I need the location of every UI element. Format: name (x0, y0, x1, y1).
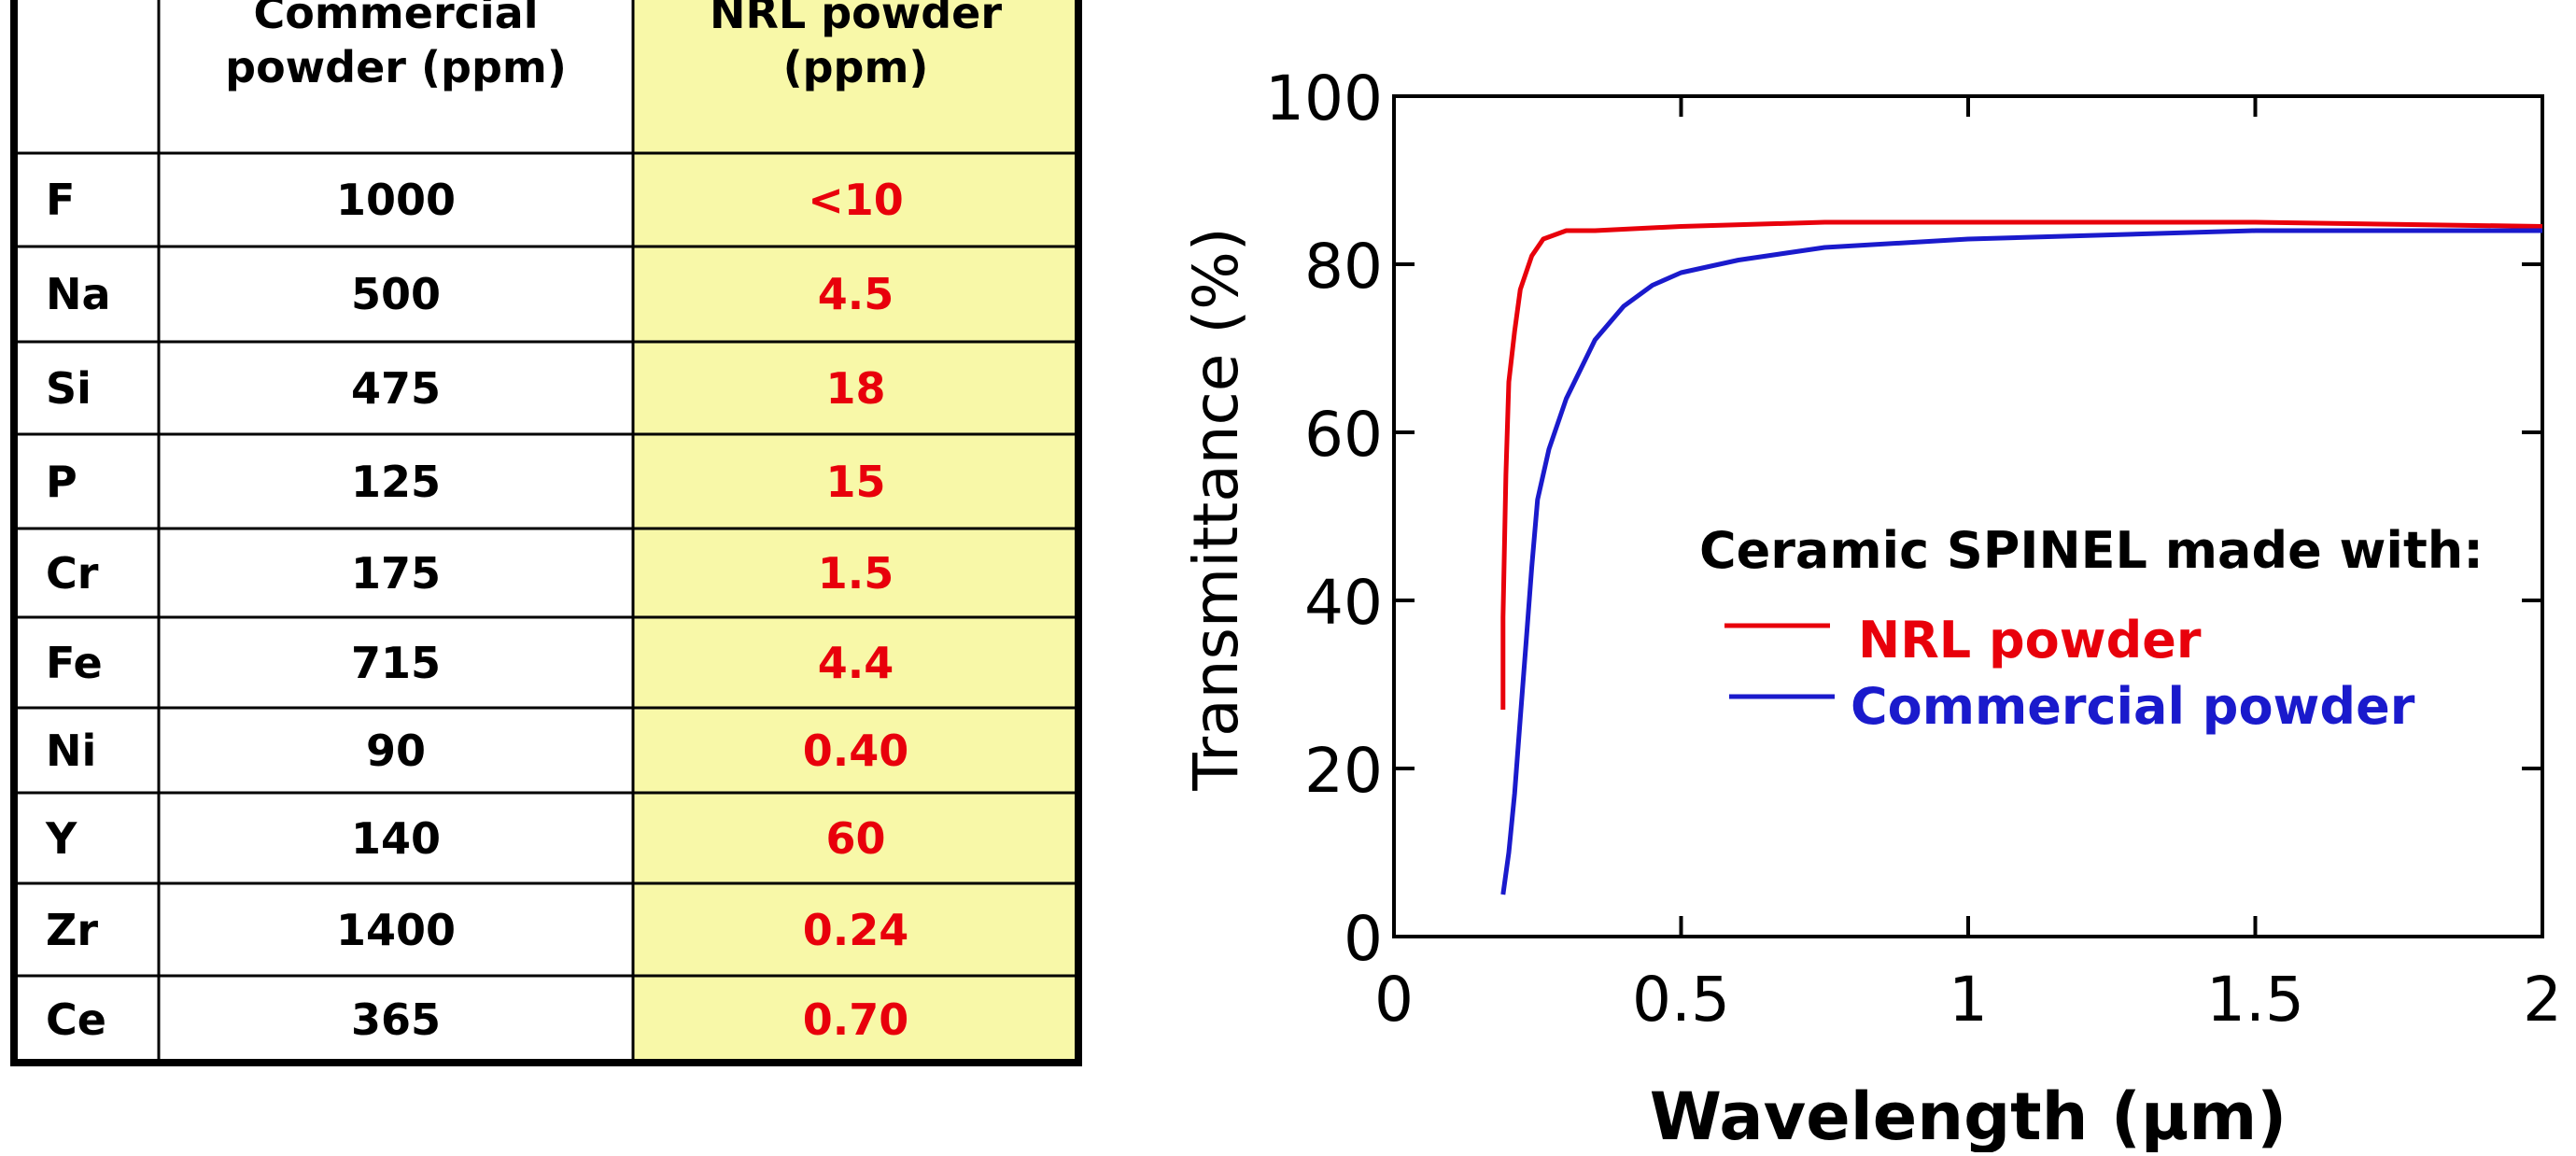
table-grid (10, 0, 1082, 1066)
commercial-value-cell: 1400 (335, 904, 457, 955)
y-tick-label: 80 (1304, 231, 1383, 303)
nrl-column-highlight (633, 0, 1078, 1063)
x-tick-label: 0 (1374, 964, 1414, 1036)
nrl-value-cell: 0.24 (802, 904, 909, 955)
tick-marks (1392, 94, 2544, 938)
nrl-value-cell: 0.70 (802, 994, 909, 1045)
commercial-value-cell: 475 (350, 362, 442, 414)
x-tick-label: 0.5 (1632, 964, 1730, 1036)
commercial-value-cell: 1000 (335, 175, 457, 225)
impurity-table: Commercial powder (ppm) NRL powder (ppm) F 10… (0, 0, 1092, 1152)
commercial-value-cell: 175 (350, 547, 442, 599)
element-cell: Ce (46, 994, 106, 1045)
commercial-value-cell: 125 (350, 456, 442, 507)
element-cell: Na (46, 269, 111, 319)
element-cell: Y (46, 812, 77, 864)
y-tick-label: 20 (1304, 735, 1383, 807)
x-tick-label: 1 (1949, 964, 1988, 1036)
element-cell: P (46, 456, 77, 507)
legend-label-commercial: Commercial powder (1851, 677, 2415, 736)
commercial-value-cell: 365 (350, 994, 442, 1045)
nrl-value-cell: 60 (825, 812, 886, 864)
x-tick-label: 2 (2523, 964, 2562, 1036)
nrl-value-cell: 0.40 (802, 725, 909, 776)
nrl-value-cell: 18 (825, 362, 886, 414)
header-commercial: Commercial powder (ppm) (225, 0, 567, 92)
element-cell: Si (46, 362, 91, 414)
y-tick-label: 40 (1304, 567, 1383, 639)
x-axis-label: Wavelength (µm) (1650, 1078, 2287, 1152)
element-cell: Fe (46, 637, 103, 688)
element-cell: Cr (46, 547, 99, 599)
commercial-value-cell: 500 (350, 269, 442, 319)
nrl-value-cell: 4.4 (817, 637, 894, 688)
header-nrl: NRL powder (ppm) (709, 0, 1003, 92)
y-tick-label: 0 (1344, 903, 1383, 975)
nrl-value-cell: <10 (808, 175, 904, 225)
y-axis-label: Transmittance (%) (1180, 227, 1252, 791)
y-tick-label: 100 (1265, 63, 1383, 134)
nrl-value-cell: 15 (825, 456, 886, 507)
series-line-nrl (1500, 219, 2543, 710)
element-cell: Zr (46, 904, 99, 955)
commercial-value-cell: 90 (365, 725, 426, 776)
series-lines (1500, 219, 2543, 895)
legend-label-nrl: NRL powder (1858, 611, 2202, 670)
commercial-value-cell: 715 (350, 637, 442, 688)
element-cell: Ni (46, 725, 97, 776)
legend-title: Ceramic SPINEL made with: (1699, 521, 2484, 580)
y-tick-label: 60 (1304, 399, 1383, 471)
element-cell: F (46, 175, 76, 225)
commercial-value-cell: 140 (350, 812, 442, 864)
nrl-value-cell: 1.5 (817, 547, 894, 599)
nrl-value-cell: 4.5 (817, 269, 894, 319)
series-line-commercial (1500, 228, 2542, 895)
x-tick-label: 1.5 (2206, 964, 2304, 1036)
